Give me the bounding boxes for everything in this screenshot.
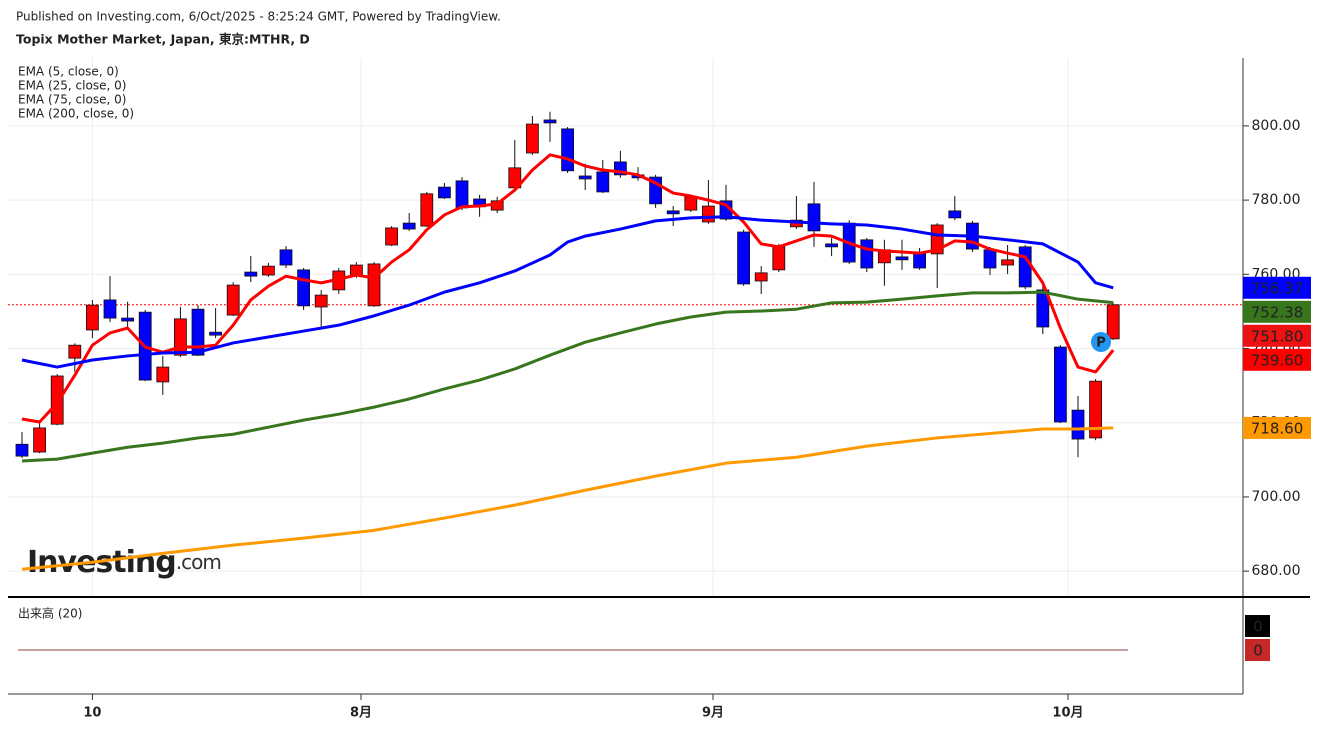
volume-tag: 0 (1253, 642, 1263, 660)
candle-body (526, 123, 539, 154)
candle-body (437, 186, 451, 199)
x-tick-label: 8月 (350, 706, 372, 721)
candle-body (314, 294, 328, 308)
plot-area: Investing.com (8, 58, 1243, 596)
candle-body (385, 227, 399, 246)
price-tag-box (1243, 416, 1311, 439)
price-tag-box (1243, 300, 1311, 323)
candle-body (596, 171, 610, 193)
candle-body (121, 317, 134, 322)
marker-label: P (1096, 336, 1106, 351)
volume-title: 出来高 (20) (18, 606, 82, 621)
candle-body (1054, 346, 1067, 423)
ema-line (21, 153, 1115, 424)
volume-tag-box (1245, 639, 1270, 661)
candle-body (578, 175, 592, 180)
y-tick-label: 680.00 (1252, 563, 1301, 579)
candle-body (1018, 246, 1032, 288)
candle-body (825, 243, 838, 248)
candle-body (983, 249, 997, 269)
candle-body (561, 128, 574, 172)
candle-body (1089, 380, 1102, 439)
candle-body (33, 427, 46, 453)
legend-entry: EMA (75, close, 0) (18, 93, 126, 107)
candle-body (420, 193, 434, 227)
price-tag-box (1243, 348, 1311, 371)
price-tag-box (1243, 324, 1311, 347)
candle-body (807, 203, 821, 232)
candle-body (261, 265, 275, 276)
candle-body (666, 210, 680, 215)
candle-body (367, 263, 381, 307)
candle-body (895, 256, 909, 261)
x-tick-label: 10月 (1052, 706, 1083, 721)
candle-body (1001, 259, 1014, 266)
price-tag: 751.80 (1251, 327, 1304, 345)
candle-body (103, 299, 117, 319)
candle-body (15, 443, 29, 457)
x-tick-label: 9月 (702, 706, 724, 721)
price-tag-box (1243, 276, 1311, 299)
candle-body (684, 196, 698, 211)
legend-entry: EMA (5, close, 0) (18, 65, 119, 79)
volume-tag: 0 (1253, 618, 1263, 636)
candle-body (1036, 289, 1050, 328)
candle-body (226, 284, 240, 316)
candle-body (702, 205, 715, 223)
ema-line (21, 290, 1114, 463)
y-tick-label: 800.00 (1252, 118, 1301, 134)
y-tick-label: 780.00 (1252, 192, 1301, 208)
candle-body (244, 271, 258, 277)
candle-body (860, 239, 874, 269)
candle-body (772, 246, 786, 271)
symbol-title: Topix Mother Market, Japan, 東京:MTHR, D (16, 32, 310, 47)
candle-body (913, 253, 926, 269)
candle-body (156, 366, 170, 383)
candle-body (948, 210, 962, 219)
volume-tag-box (1245, 615, 1270, 637)
ema-line (21, 215, 1114, 369)
price-tag: 756.37 (1251, 279, 1304, 297)
candle-body (455, 180, 469, 209)
marker-badge (1091, 332, 1111, 352)
ema-line (21, 426, 1114, 571)
candle-body (279, 249, 293, 266)
x-tick-label: 10 (83, 706, 101, 721)
published-note: Published on Investing.com, 6/Oct/2025 -… (16, 10, 501, 24)
price-tag: 752.38 (1251, 303, 1304, 321)
price-tag: 718.60 (1251, 419, 1304, 437)
candle-body (191, 308, 205, 356)
legend-entry: EMA (25, close, 0) (18, 79, 126, 93)
y-tick-label: 700.00 (1252, 489, 1301, 505)
candle-body (297, 269, 311, 307)
candle-body (68, 344, 82, 359)
candle-body (86, 304, 99, 331)
candle-body (543, 119, 557, 124)
candle-body (209, 331, 223, 336)
candle-body (1071, 409, 1085, 440)
legend-entry: EMA (200, close, 0) (18, 107, 134, 121)
candle-body (1106, 304, 1120, 340)
candle-body (737, 231, 750, 285)
candle-body (754, 272, 768, 282)
price-tag: 739.60 (1251, 351, 1304, 369)
candle-body (402, 222, 416, 230)
watermark-part: .com (176, 550, 221, 574)
candle-body (50, 375, 64, 425)
